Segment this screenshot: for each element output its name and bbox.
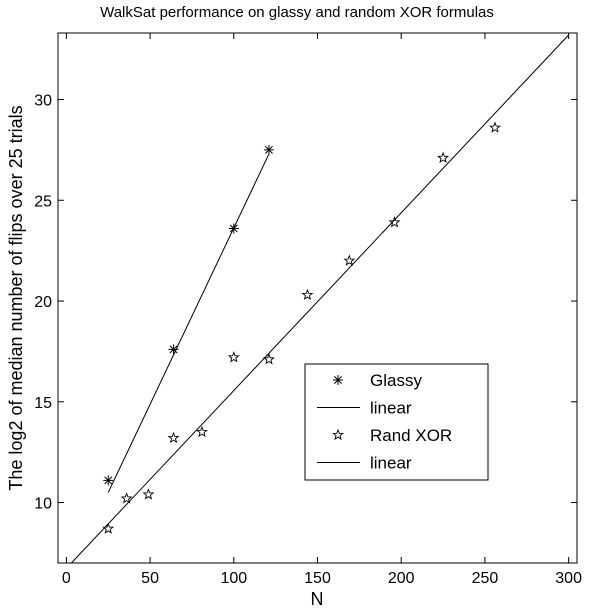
data-point-star xyxy=(227,351,240,363)
data-point-star xyxy=(142,488,155,500)
data-point-star xyxy=(120,492,133,504)
series-0 xyxy=(103,144,274,486)
legend-marker-star xyxy=(332,428,344,441)
plot-frame xyxy=(57,32,578,564)
x-tick-label: 250 xyxy=(472,570,499,587)
x-tick-label: 50 xyxy=(141,570,159,587)
legend: Glassy linear Rand XOR linear xyxy=(304,363,489,481)
series-layer xyxy=(71,34,569,564)
data-point-star xyxy=(301,288,314,301)
y-tick-label: 20 xyxy=(34,294,52,311)
data-point-asterisk xyxy=(263,144,274,155)
legend-label: linear xyxy=(370,399,412,418)
data-point-star xyxy=(167,431,180,444)
x-axis-label: N xyxy=(311,589,324,608)
y-axis-label: The log2 of median number of flips over … xyxy=(6,105,26,490)
data-point-star xyxy=(488,121,501,133)
asterisk-stroke xyxy=(104,476,113,485)
data-point-asterisk xyxy=(168,344,179,355)
y-tick-label: 15 xyxy=(34,395,52,412)
x-tick-label: 300 xyxy=(555,570,582,587)
x-tick-label: 150 xyxy=(304,570,331,587)
y-tick-label: 10 xyxy=(34,496,52,513)
asterisk-stroke xyxy=(169,345,178,354)
series-2 xyxy=(102,121,501,534)
data-point-star xyxy=(343,254,356,266)
y-tick-label: 25 xyxy=(34,193,52,210)
x-tick-label: 200 xyxy=(388,570,415,587)
data-point-star xyxy=(102,522,115,534)
data-point-asterisk xyxy=(103,475,114,486)
series-line xyxy=(107,153,270,493)
legend-label: Glassy xyxy=(370,371,422,390)
chart-title: WalkSat performance on glassy and random… xyxy=(100,4,494,21)
series-line xyxy=(71,34,569,564)
legend-label: linear xyxy=(370,454,412,473)
x-tick-label: 100 xyxy=(220,570,247,587)
y-axis: 10 15 20 25 30 xyxy=(34,93,577,513)
data-point-star xyxy=(262,353,275,365)
asterisk-stroke xyxy=(264,145,273,154)
data-point-star xyxy=(196,425,208,438)
legend-marker-asterisk xyxy=(333,375,343,385)
data-point-star xyxy=(437,151,450,164)
y-tick-label: 30 xyxy=(34,93,52,110)
data-point-star xyxy=(388,216,401,228)
series-3 xyxy=(71,34,569,564)
legend-label: Rand XOR xyxy=(370,426,452,445)
x-axis: 0 50 100 150 200 250 300 xyxy=(62,33,582,587)
x-tick-label: 0 xyxy=(62,570,71,587)
legend-box xyxy=(304,363,489,481)
asterisk-stroke xyxy=(334,376,342,384)
series-1 xyxy=(107,153,270,493)
